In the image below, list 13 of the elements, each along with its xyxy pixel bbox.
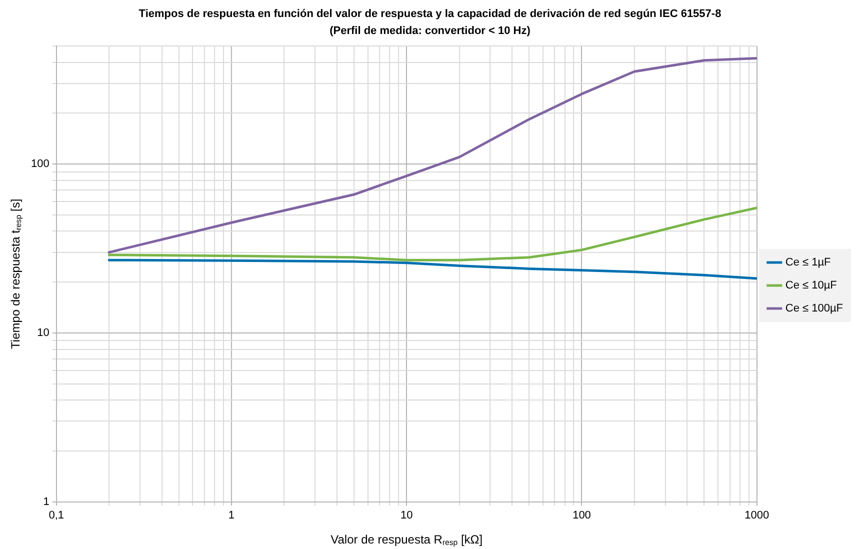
x-tick-label: 100	[572, 509, 591, 522]
chart-subtitle: (Perfil de medida: convertidor < 10 Hz)	[330, 25, 531, 38]
y-tick-label: 10	[37, 326, 50, 339]
y-tick-label: 1	[43, 496, 50, 508]
x-tick-label: 1000	[744, 509, 770, 522]
y-tick-label: 100	[30, 158, 50, 170]
x-tick-label: 1	[228, 509, 235, 522]
x-tick-label: 0,1	[48, 509, 64, 522]
x-tick-label: 10	[400, 509, 413, 522]
legend-label: Ce ≤ 10µF	[785, 280, 838, 292]
legend-label: Ce ≤ 1µF	[785, 256, 832, 269]
chart-title: Tiempos de respuesta en función del valor de respuesta y la capacidad de derivación de red según IEC 61557-8	[138, 8, 722, 20]
legend-label: Ce ≤ 100µF	[785, 302, 844, 315]
